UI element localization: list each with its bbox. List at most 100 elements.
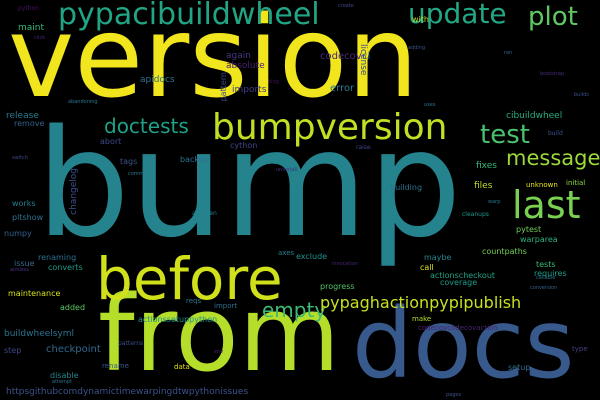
word-from: from [98, 273, 341, 395]
word-cibuildwheel: cibuildwheel [506, 111, 563, 121]
word-actionssetuppython: actionssetuppython [138, 315, 218, 324]
word-test: test [480, 120, 530, 150]
word-license: license [358, 44, 368, 76]
word-before: before [96, 245, 283, 313]
word-initial: initial [566, 179, 586, 187]
word-invocation: invocation [332, 261, 358, 267]
word-numpy: numpy [4, 229, 32, 238]
word-callable: callable [536, 275, 556, 281]
word-click: click [34, 35, 46, 41]
word-bump: bump [36, 98, 462, 270]
word-autogen: autogen [192, 210, 217, 217]
word-empty: empty [262, 298, 327, 322]
word-setup: setup [508, 363, 531, 372]
word-backup: backup [180, 155, 209, 164]
word-buildwheelsyml: buildwheelsyml [4, 329, 75, 339]
word-progress: progress [320, 282, 355, 291]
word-cython: cython [230, 141, 258, 150]
word-ci: ci [362, 51, 371, 62]
word-doctests: doctests [104, 114, 189, 138]
word-build: build [548, 130, 563, 137]
word-bootstrap: bootstrap [540, 71, 565, 77]
word-unknown: unknown [526, 181, 558, 189]
word-remove: remove [14, 119, 45, 128]
word-import: import [214, 302, 238, 310]
word-attempt: attempt [52, 379, 73, 385]
word-call: call [420, 263, 434, 272]
word-error: error [330, 83, 355, 94]
word-codecovcodecovaction: codecovcodecovaction [418, 324, 498, 332]
word-pages: pages [446, 392, 462, 398]
word-coverage: coverage [440, 278, 478, 287]
word-rename: rename [102, 362, 129, 370]
word-absolute: absolute [226, 61, 265, 71]
word-fixes: fixes [476, 161, 497, 171]
word-changelog: changelog [69, 168, 79, 215]
word-imports: imports [232, 85, 267, 95]
word-type: type [572, 345, 588, 353]
word-pattern: pattern [219, 72, 228, 102]
word-data: data [174, 363, 190, 371]
word-converts: converts [48, 263, 83, 272]
word-update: update [408, 0, 507, 30]
word-create: create [338, 3, 354, 9]
word-with: with [412, 15, 429, 24]
word-issue: issue [14, 259, 35, 268]
word-blog: blog [268, 79, 279, 85]
word-plot: plot [528, 2, 578, 32]
word-maint: maint [18, 23, 45, 33]
word-adding: adding [408, 45, 426, 51]
word-renaming: renaming [38, 253, 77, 262]
word-release: release [6, 111, 39, 121]
word-maybe: maybe [424, 253, 452, 262]
word-requires: requires [534, 269, 567, 278]
word-docs: docs [352, 288, 575, 400]
word-uninstall: uninstall [276, 167, 298, 173]
word-added: added [60, 303, 86, 312]
word-pypacibuildwheel: pypacibuildwheel [58, 0, 320, 32]
word-uses: uses [424, 102, 436, 108]
word-commit: commit [128, 171, 147, 177]
word-env: env [214, 349, 224, 355]
word-tests: tests [536, 260, 556, 269]
word-exclude: exclude [296, 252, 328, 261]
word-pytest: pytest [516, 225, 542, 234]
word-countpaths: countpaths [482, 247, 527, 256]
word-tags: tags [120, 157, 138, 166]
word-python: python [18, 5, 39, 12]
word-abandoning: abandoning [68, 99, 98, 105]
word-reqs: reqs [186, 297, 202, 305]
word-pypaghactionpypipublish: pypaghactionpypipublish [320, 293, 522, 312]
word-last: last [512, 183, 581, 227]
word-maintenance: maintenance [8, 289, 61, 298]
word-codecov: codecov [320, 51, 362, 62]
word-switch: switch [12, 155, 28, 161]
word-warparea: warparea [520, 235, 558, 244]
word-files: files [474, 181, 493, 191]
word-bumpversion: bumpversion [212, 107, 448, 148]
word-version: version [8, 0, 419, 123]
word-ran: ran [504, 50, 513, 56]
word-conversion: conversion [530, 285, 558, 291]
word-make: make [412, 315, 432, 323]
word-warp: warp [488, 199, 501, 205]
word-disable: disable [50, 371, 79, 380]
word-building: building [390, 183, 423, 192]
word-aimless: aimless [10, 267, 29, 273]
word-builds: builds [574, 92, 589, 98]
word-httpsgithubcom: httpsgithubcomdynamictimewarpingdtwpytho… [6, 387, 249, 397]
word-checkpoint: checkpoint [46, 344, 101, 355]
word-raise: raise [356, 144, 371, 151]
word-patterns: patterns [118, 340, 144, 347]
word-cleanups: cleanups [462, 211, 489, 218]
word-apidocs: apidocs [140, 75, 175, 85]
word-step: step [4, 346, 22, 355]
word-message: message [506, 146, 600, 170]
word-works: works [12, 199, 36, 208]
word-actionscheckout: actionscheckout [430, 271, 496, 280]
word-axes: axes [278, 249, 295, 257]
word-again: again [226, 51, 251, 61]
word-abort: abort [100, 137, 122, 146]
word-pltshow: pltshow [12, 213, 44, 222]
